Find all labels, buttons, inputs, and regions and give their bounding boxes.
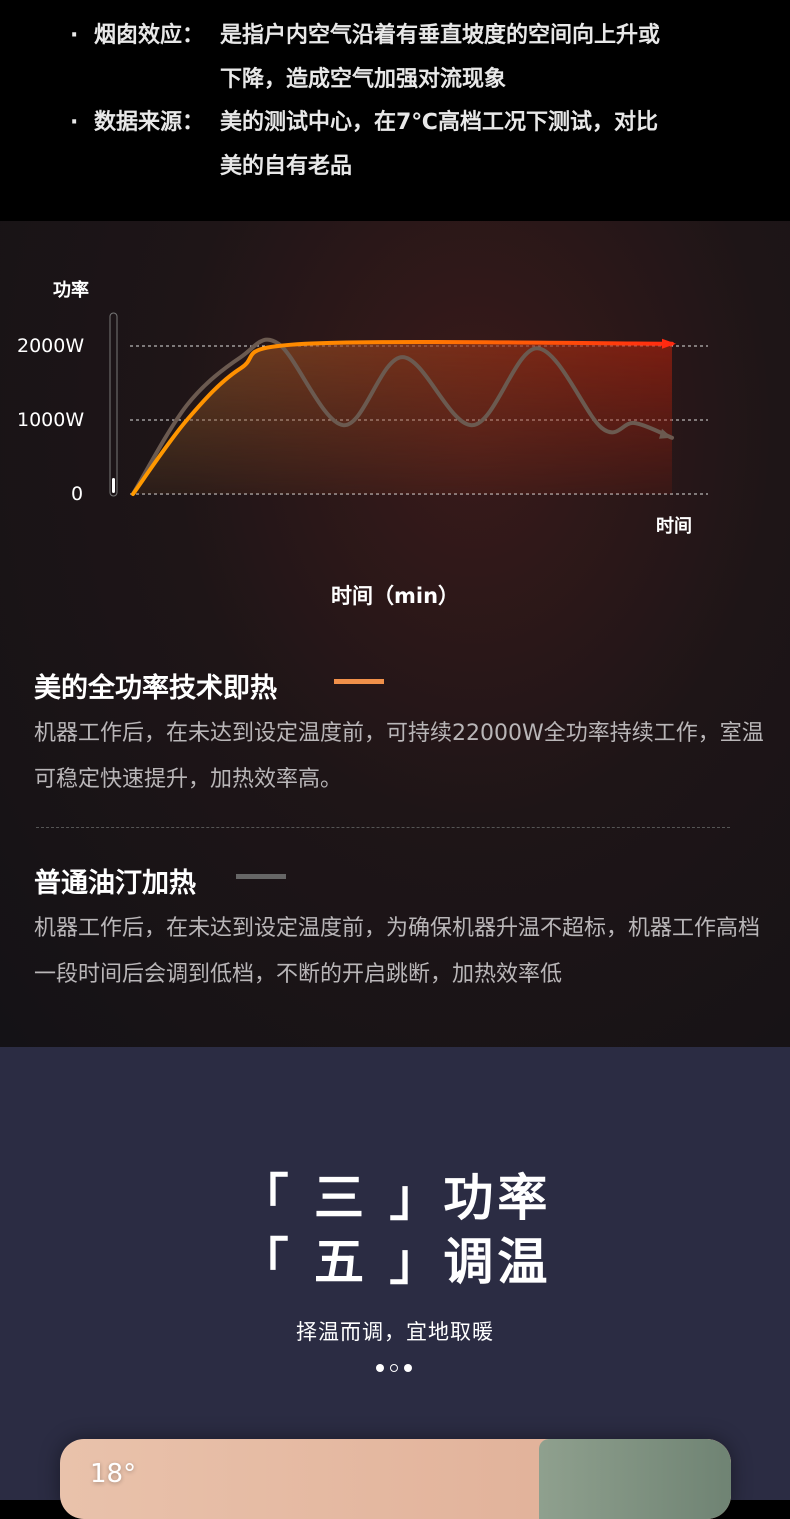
bullet: · [70, 23, 79, 48]
y-axis-bar [109, 312, 118, 497]
notes-section: · 烟囱效应： 是指户内空气沿着有垂直坡度的空间向上升或 下降，造成空气加强对流现象… [0, 0, 790, 221]
section-text: 机器工作后，在未达到设定温度前，为确保机器升温不超标，机器工作高档一段时间后会调… [34, 916, 761, 987]
y-axis-label: 功率 [53, 280, 89, 301]
series-normal-arrow [659, 428, 672, 439]
power-chart [109, 312, 708, 497]
note-text: 美的自有老品 [220, 154, 353, 179]
note-chimney: · 烟囱效应： 是指户内空气沿着有垂直坡度的空间向上升或 下降，造成空气加强对流现象 [70, 14, 660, 102]
promo-title-line1: 「 三 」功率 [238, 1169, 552, 1227]
full-power-area [133, 341, 672, 494]
y-tick-label: 1000W [17, 409, 85, 431]
promo-section [0, 1047, 790, 1500]
note-key: 数据来源： [94, 110, 205, 135]
divider [36, 827, 730, 828]
bullet: · [70, 110, 79, 135]
accent-bar [334, 679, 384, 684]
series-full-power-line [131, 339, 674, 496]
note-source: · 数据来源： 美的测试中心，在7℃高档工况下测试，对比 美的自有老品 [70, 101, 658, 189]
y-tick-label: 0 [71, 483, 84, 505]
note-text: 美的测试中心，在7℃高档工况下测试，对比 [220, 110, 658, 135]
promo-title-line2: 「 五 」调温 [238, 1233, 552, 1291]
y-tick-label: 2000W [17, 335, 85, 357]
carousel-dot-active[interactable] [390, 1364, 398, 1372]
note-key: 烟囱效应： [94, 23, 205, 48]
section-title-full-power: 美的全功率技术即热 [34, 673, 277, 704]
section-title-normal: 普通油汀加热 [34, 868, 196, 899]
section-text: 机器工作后，在未达到设定温度前，可持续22000W全功率持续工作，室温可稳定快速… [34, 721, 764, 792]
series-full-power-arrow [662, 338, 676, 349]
y-axis-indicator [112, 478, 115, 493]
note-text: 下降，造成空气加强对流现象 [220, 67, 507, 92]
temperature-label: 18° [90, 1459, 137, 1489]
accent-bar [236, 874, 286, 879]
temperature-card: 18° [60, 1439, 731, 1519]
series-normal-line [131, 337, 674, 496]
chart-caption: 时间（min） [330, 584, 460, 608]
carousel-dots[interactable] [376, 1364, 412, 1372]
sofa-image [539, 1439, 731, 1519]
carousel-dot[interactable] [376, 1364, 384, 1372]
note-text: 是指户内空气沿着有垂直坡度的空间向上升或 [220, 23, 661, 48]
x-axis-label: 时间 [656, 516, 692, 537]
promo-subtitle: 择温而调，宜地取暖 [296, 1320, 494, 1344]
carousel-dot[interactable] [404, 1364, 412, 1372]
